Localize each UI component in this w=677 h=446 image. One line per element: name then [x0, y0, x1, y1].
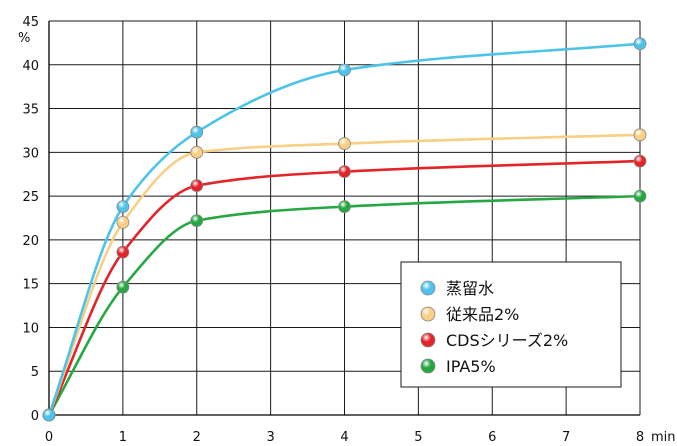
series-point-3-4 — [633, 189, 647, 203]
y-tick-label: 35 — [22, 103, 39, 118]
series-point-0-4 — [633, 37, 647, 51]
legend-label-1: 従来品2% — [446, 305, 519, 324]
axes — [48, 21, 640, 416]
y-tick-label: 5 — [31, 365, 39, 380]
series-point-3-2 — [190, 214, 204, 228]
legend-label-0: 蒸留水 — [446, 279, 494, 298]
x-tick-label: 5 — [414, 430, 422, 445]
series-point-0-0 — [42, 408, 56, 422]
series-point-0-1 — [116, 200, 130, 214]
legend-marker-2 — [420, 332, 436, 348]
y-tick-label: 20 — [22, 234, 39, 249]
x-tick-label: 8 — [636, 430, 644, 445]
series-point-1-2 — [190, 145, 204, 159]
axis-units: % min — [18, 31, 676, 445]
series-line-2 — [47, 159, 641, 416]
series-line-0 — [47, 42, 641, 416]
y-tick-label: 0 — [31, 409, 39, 424]
y-tick-label: 10 — [22, 321, 39, 336]
x-tick-label: 0 — [45, 430, 53, 445]
y-tick-label: 15 — [22, 278, 39, 293]
x-unit-label: min — [651, 430, 676, 445]
series-point-0-3 — [338, 63, 351, 77]
series-point-2-4 — [633, 154, 647, 168]
series-line-3 — [47, 194, 641, 416]
x-tick-label: 1 — [119, 430, 127, 445]
x-tick-label: 6 — [488, 430, 496, 445]
y-unit-label: % — [18, 31, 30, 46]
series-point-1-4 — [633, 128, 647, 142]
series-point-3-1 — [116, 280, 130, 294]
series-point-2-1 — [116, 245, 130, 259]
legend-box — [400, 261, 622, 388]
series-point-1-3 — [338, 137, 351, 150]
legend-label-3: IPA5% — [446, 357, 496, 376]
series-point-1-1 — [116, 215, 130, 229]
y-tick-label: 45 — [22, 15, 39, 30]
legend-marker-1 — [420, 306, 436, 322]
legend-marker-3 — [420, 358, 436, 374]
x-tick-label: 7 — [562, 430, 570, 445]
series-line-1 — [47, 133, 641, 416]
series-points — [42, 37, 647, 422]
x-tick-label: 2 — [193, 430, 201, 445]
x-tick-label: 3 — [266, 430, 274, 445]
x-tick-label: 4 — [340, 430, 348, 445]
y-tick-label: 40 — [22, 59, 39, 74]
series-point-2-3 — [338, 165, 351, 178]
series-point-2-2 — [190, 179, 204, 193]
legend-label-2: CDSシリーズ2% — [446, 331, 568, 350]
series-point-0-2 — [190, 125, 204, 139]
legend-marker-0 — [420, 280, 436, 296]
series-lines — [47, 42, 641, 416]
series-point-3-3 — [338, 200, 351, 214]
y-tick-label: 30 — [22, 146, 39, 161]
y-tick-label: 25 — [22, 190, 39, 205]
